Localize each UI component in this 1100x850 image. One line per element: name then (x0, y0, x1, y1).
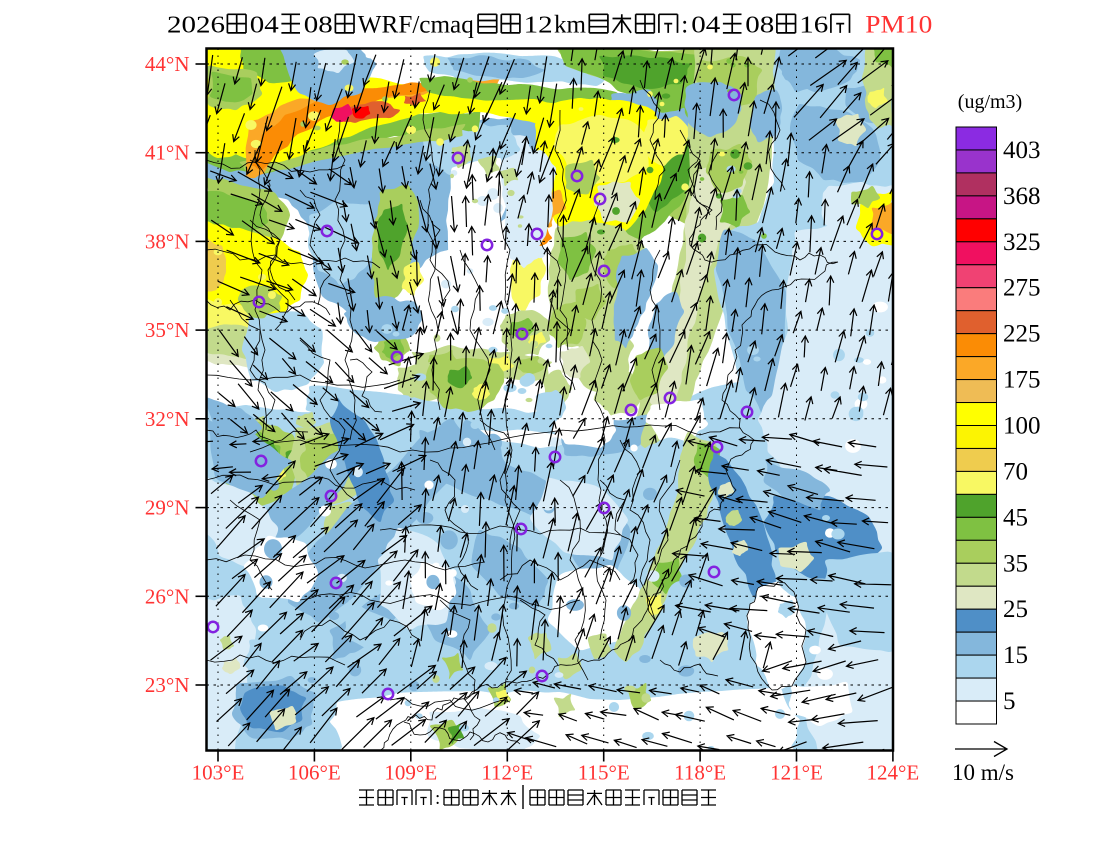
svg-text:41°N: 41°N (145, 141, 190, 165)
svg-text:403: 403 (1003, 137, 1041, 164)
svg-text:23°N: 23°N (145, 673, 190, 697)
svg-text:km: km (554, 12, 587, 39)
svg-text:08: 08 (745, 13, 774, 39)
svg-text:25: 25 (1003, 596, 1028, 623)
svg-text::: : (681, 12, 688, 39)
svg-text:115°E: 115°E (578, 761, 630, 785)
svg-text:325: 325 (1003, 229, 1041, 256)
svg-text:368: 368 (1003, 183, 1041, 210)
svg-text:124°E: 124°E (867, 761, 920, 785)
svg-text:35°N: 35°N (145, 318, 190, 342)
svg-text:29°N: 29°N (145, 496, 190, 520)
svg-text:70: 70 (1003, 458, 1028, 485)
svg-text:32°N: 32°N (145, 407, 190, 431)
svg-text:15: 15 (1003, 642, 1028, 669)
svg-text:121°E: 121°E (770, 761, 823, 785)
svg-text:08: 08 (304, 13, 333, 39)
svg-text::: : (435, 788, 440, 809)
svg-text:04: 04 (691, 13, 720, 39)
svg-text:26°N: 26°N (145, 584, 190, 608)
svg-text:45: 45 (1003, 504, 1028, 531)
svg-text:04: 04 (250, 13, 279, 39)
svg-text:112°E: 112°E (481, 761, 533, 785)
svg-text:38°N: 38°N (145, 229, 190, 253)
svg-text:44°N: 44°N (145, 52, 190, 76)
svg-text:WRF/cmaq: WRF/cmaq (358, 12, 474, 39)
svg-text:16: 16 (799, 13, 828, 39)
svg-text:109°E: 109°E (384, 761, 437, 785)
svg-text:12: 12 (524, 13, 553, 39)
svg-text:275: 275 (1003, 275, 1041, 302)
svg-text:5: 5 (1003, 688, 1016, 715)
svg-text:225: 225 (1003, 321, 1041, 348)
svg-text:PM10: PM10 (865, 12, 932, 39)
svg-text:103°E: 103°E (192, 761, 245, 785)
svg-text:106°E: 106°E (288, 761, 341, 785)
svg-text:100: 100 (1003, 413, 1041, 440)
svg-text:35: 35 (1003, 550, 1028, 577)
svg-text:10 m/s: 10 m/s (952, 760, 1014, 785)
svg-text:2026: 2026 (167, 13, 225, 39)
svg-text:175: 175 (1003, 367, 1041, 394)
svg-text:118°E: 118°E (674, 761, 726, 785)
svg-text:(ug/m3): (ug/m3) (958, 91, 1022, 113)
